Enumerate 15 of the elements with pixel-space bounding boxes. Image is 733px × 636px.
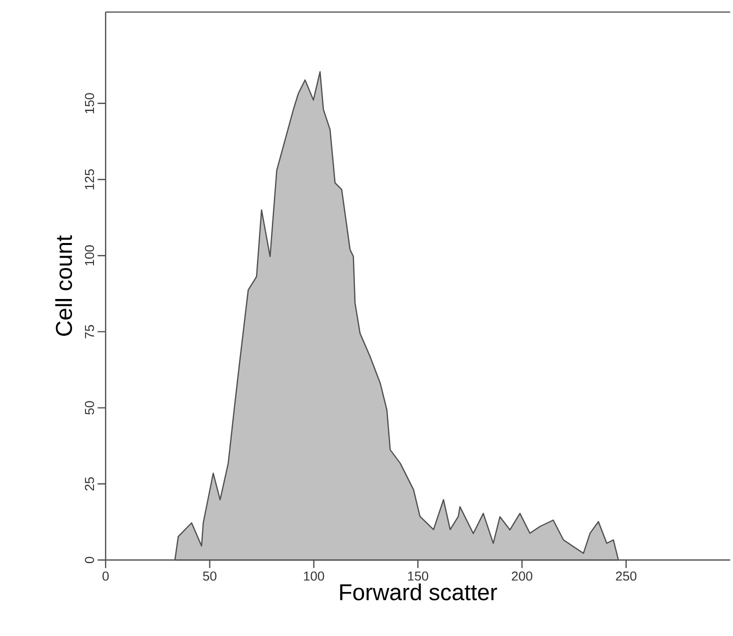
y-tick-label: 100 <box>84 245 94 266</box>
y-tick-label: 0 <box>84 556 94 564</box>
x-tick-label: 150 <box>408 572 428 581</box>
x-tick-label: 200 <box>512 572 532 581</box>
x-tick-label: 50 <box>203 572 216 581</box>
y-tick-label: 25 <box>84 477 94 490</box>
y-axis-title: Cell count <box>55 235 72 336</box>
y-tick-label: 150 <box>84 93 94 114</box>
y-tick-label: 125 <box>84 169 94 190</box>
x-axis-title: Forward scatter <box>340 584 498 600</box>
x-tick-label: 250 <box>616 572 636 581</box>
x-tick-label: 100 <box>304 572 324 581</box>
y-tick-label: 75 <box>85 325 94 338</box>
x-tick-label: 0 <box>102 572 109 581</box>
y-tick-label: 50 <box>84 401 94 414</box>
